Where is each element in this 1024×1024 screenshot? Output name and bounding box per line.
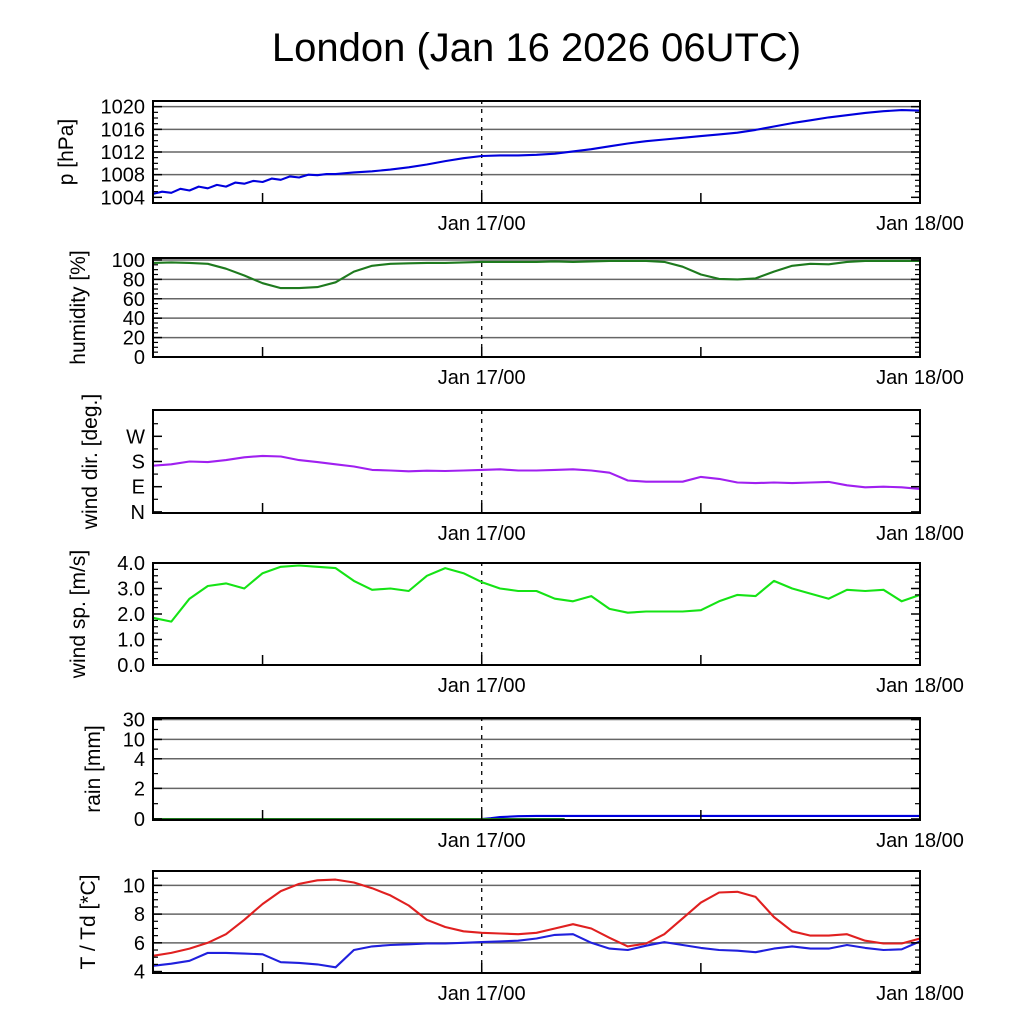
y-tick-label: 1.0 [117, 630, 145, 652]
y-tick-label: 2.0 [117, 604, 145, 626]
panel-wind-speed: 0.0 1.0 2.0 3.0 4.0 wind sp. [m/s] Jan 17/00 Ja… [67, 550, 964, 697]
y-axis-label: wind dir. [deg.] [79, 394, 102, 530]
panel-border [152, 257, 921, 358]
y-tick-label: 1016 [101, 119, 146, 141]
y-tick-label: 4 [134, 962, 145, 984]
y-tick-label: 0 [134, 809, 145, 831]
panel-border [152, 870, 921, 974]
x-tick-label: Jan 18/00 [876, 830, 964, 852]
y-tick-label: W [126, 426, 145, 448]
y-axis-label: p [hPa] [55, 119, 78, 186]
y-tick-label: 1020 [101, 97, 146, 119]
wind-direction-line [151, 454, 922, 490]
x-tick-label: Jan 17/00 [438, 830, 526, 852]
wind-speed-line [151, 564, 922, 623]
y-axis-label: rain [mm] [82, 725, 105, 813]
y-tick-label: 10 [123, 875, 145, 897]
y-tick-label: 30 [123, 710, 145, 732]
y-tick-label: 0.0 [117, 655, 145, 677]
y-tick-label: 100 [112, 250, 145, 272]
x-tick-label: Jan 18/00 [876, 983, 964, 1005]
x-tick-label: Jan 18/00 [876, 367, 964, 389]
y-tick-label: 4.0 [117, 553, 145, 575]
panel-border [152, 100, 921, 204]
x-tick-label: Jan 18/00 [876, 213, 964, 235]
y-tick-label: 1012 [101, 142, 146, 164]
y-tick-label: 40 [123, 308, 145, 330]
humidity-line [151, 259, 922, 290]
panel-temperature: 4 6 8 10 T / Td [*C] Jan 17/00 Jan 18/00 [77, 870, 964, 1005]
panel-border [152, 717, 921, 821]
y-tick-label: N [131, 502, 145, 524]
x-tick-label: Jan 17/00 [438, 367, 526, 389]
y-tick-label: E [132, 477, 145, 499]
y-tick-label: 3.0 [117, 579, 145, 601]
y-axis-label: wind sp. [m/s] [67, 550, 90, 679]
y-tick-label: 10 [123, 729, 145, 751]
panel-border [152, 562, 921, 666]
x-tick-label: Jan 17/00 [438, 675, 526, 697]
y-tick-label: 6 [134, 933, 145, 955]
y-axis-label: humidity [%] [67, 250, 90, 364]
y-tick-label: 60 [123, 289, 145, 311]
y-tick-label: 1004 [101, 187, 146, 209]
pressure-line [151, 109, 922, 195]
x-tick-label: Jan 17/00 [438, 523, 526, 545]
x-tick-label: Jan 17/00 [438, 983, 526, 1005]
panel-border [152, 409, 921, 514]
dewpoint-line [151, 933, 922, 969]
y-tick-label: 1008 [101, 165, 146, 187]
y-tick-label: 0 [134, 347, 145, 369]
y-tick-label: 8 [134, 904, 145, 926]
y-tick-label: S [132, 452, 145, 474]
temperature-line [151, 878, 922, 957]
x-tick-label: Jan 18/00 [876, 675, 964, 697]
y-tick-label: 4 [134, 749, 145, 771]
y-tick-label: 20 [123, 328, 145, 350]
y-tick-label: 2 [134, 778, 145, 800]
y-tick-label: 80 [123, 269, 145, 291]
x-tick-label: Jan 18/00 [876, 523, 964, 545]
y-axis-label: T / Td [*C] [77, 875, 100, 970]
page-title: London (Jan 16 2026 06UTC) [271, 26, 802, 70]
x-tick-label: Jan 17/00 [438, 213, 526, 235]
